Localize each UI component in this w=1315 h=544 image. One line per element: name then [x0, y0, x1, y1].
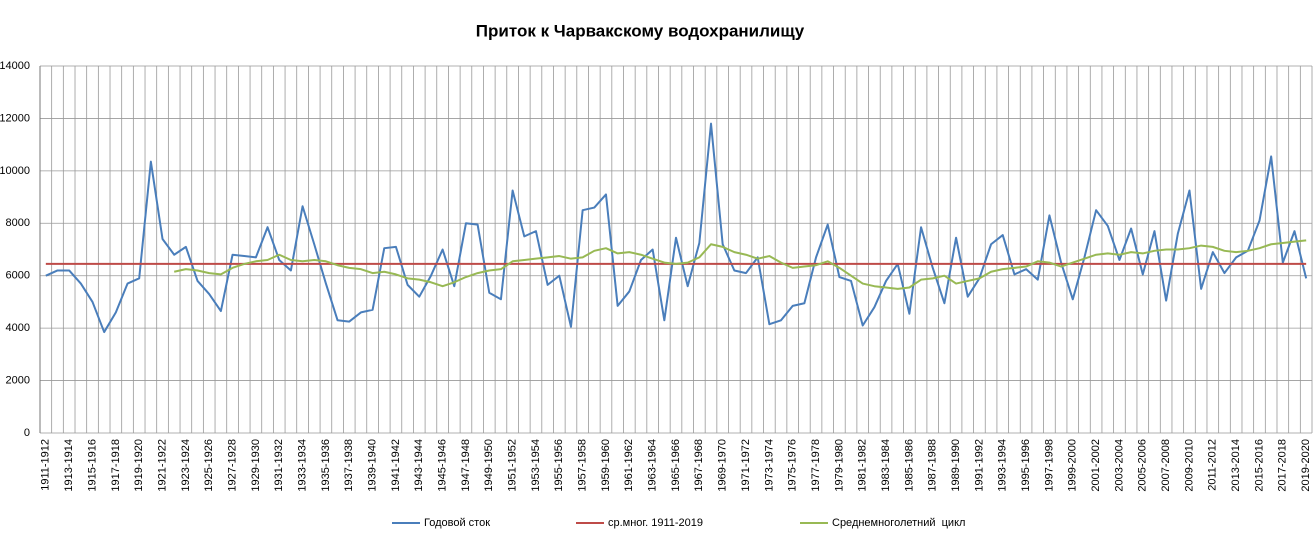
x-tick-label: 2011-2012: [1207, 439, 1219, 491]
x-tick-label: 1937-1938: [343, 439, 355, 492]
x-tick-label: 1923-1924: [180, 439, 192, 492]
y-tick-label: 6000: [6, 270, 30, 282]
x-tick-label: 1925-1926: [203, 439, 215, 492]
x-tick-label: 1953-1954: [530, 439, 542, 492]
x-tick-label: 1919-1920: [133, 439, 145, 492]
x-tick-label: 1943-1944: [413, 439, 425, 492]
x-tick-label: 1965-1966: [670, 439, 682, 492]
y-tick-label: 4000: [6, 322, 30, 334]
x-tick-label: 1957-1958: [577, 439, 589, 492]
x-tick-label: 1915-1916: [86, 439, 98, 492]
x-tick-label: 1935-1936: [320, 439, 332, 492]
x-tick-label: 1913-1914: [63, 439, 75, 492]
x-tick-label: 2017-2018: [1277, 439, 1289, 492]
x-tick-label: 2019-2020: [1300, 439, 1312, 492]
x-tick-label: 1991-1992: [973, 439, 985, 492]
x-tick-label: 1947-1948: [460, 439, 472, 492]
x-tick-label: 1985-1986: [903, 439, 915, 492]
x-tick-label: 1959-1960: [600, 439, 612, 492]
x-tick-label: 1995-1996: [1020, 439, 1032, 492]
x-tick-label: 1927-1928: [226, 439, 238, 492]
x-tick-label: 1987-1988: [927, 439, 939, 492]
x-tick-label: 2005-2006: [1137, 439, 1149, 492]
x-tick-label: 1999-2000: [1067, 439, 1079, 492]
legend-label: ср.мног. 1911-2019: [608, 517, 703, 529]
x-tick-label: 1911-1912: [40, 439, 52, 491]
x-tick-label: 1921-1922: [156, 439, 168, 492]
x-tick-label: 1951-1952: [507, 439, 519, 492]
x-tick-label: 1929-1930: [250, 439, 262, 492]
series-line: [45, 122, 1308, 334]
x-tick-label: 1939-1940: [366, 439, 378, 492]
x-tick-label: 1941-1942: [390, 439, 402, 492]
x-tick-label: 1955-1956: [553, 439, 565, 492]
x-tick-label: 1967-1968: [693, 439, 705, 492]
y-tick-label: 12000: [0, 112, 30, 124]
y-tick-label: 2000: [6, 374, 30, 386]
x-tick-label: 1945-1946: [437, 439, 449, 492]
legend-label: Среднемноголетний цикл: [832, 517, 965, 529]
x-tick-label: 2001-2002: [1090, 439, 1102, 492]
x-tick-label: 1961-1962: [623, 439, 635, 492]
series-line: [173, 239, 1307, 290]
x-tick-label: 1971-1972: [740, 439, 752, 492]
y-tick-label: 14000: [0, 60, 30, 72]
x-tick-label: 1969-1970: [717, 439, 729, 492]
x-tick-label: 1997-1998: [1043, 439, 1055, 492]
x-tick-label: 1933-1934: [296, 439, 308, 492]
x-tick-label: 1931-1932: [273, 439, 285, 492]
chart-title: Приток к Чарвакскому водохранилищу: [476, 21, 805, 40]
legend-label: Годовой сток: [424, 517, 490, 529]
x-tick-label: 1975-1976: [787, 439, 799, 492]
y-tick-label: 0: [24, 427, 30, 439]
x-tick-label: 2007-2008: [1160, 439, 1172, 492]
x-tick-label: 1979-1980: [833, 439, 845, 492]
y-tick-label: 8000: [6, 217, 30, 229]
x-tick-label: 1981-1982: [857, 439, 869, 492]
y-tick-label: 10000: [0, 165, 30, 177]
x-tick-label: 2015-2016: [1253, 439, 1265, 492]
x-tick-label: 1989-1990: [950, 439, 962, 492]
x-tick-label: 1993-1994: [997, 439, 1009, 492]
x-tick-label: 1949-1950: [483, 439, 495, 492]
x-tick-label: 1977-1978: [810, 439, 822, 492]
x-tick-label: 1917-1918: [110, 439, 122, 492]
x-tick-label: 1983-1984: [880, 439, 892, 492]
x-tick-label: 2003-2004: [1113, 439, 1125, 492]
x-tick-label: 2013-2014: [1230, 439, 1242, 492]
x-tick-label: 1963-1964: [647, 439, 659, 492]
x-tick-label: 1973-1974: [763, 439, 775, 492]
x-tick-label: 2009-2010: [1183, 439, 1195, 492]
